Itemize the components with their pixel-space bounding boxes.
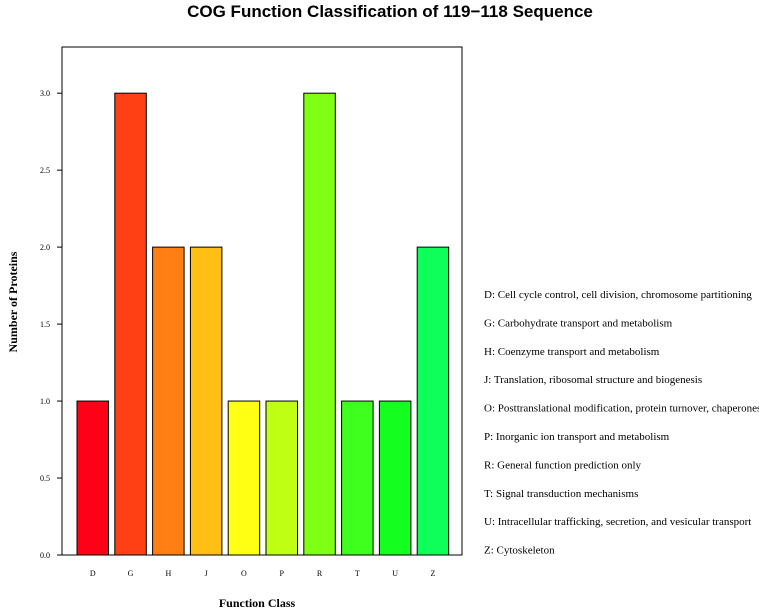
y-tick-label-2: 1.0 <box>40 397 50 406</box>
bar-O <box>227 400 261 556</box>
bar-Z <box>416 246 450 556</box>
x-axis-title: Function Class <box>219 596 296 610</box>
y-axis: 0.0 0.5 1.0 1.5 2.0 2.5 3.0 <box>40 89 62 560</box>
bar-T <box>341 400 374 556</box>
legend-item-U: U: Intracellular trafficking, secretion,… <box>484 516 751 528</box>
bar-P <box>265 400 298 556</box>
legend-item-G: G: Carbohydrate transport and metabolism <box>484 317 673 329</box>
legend-item-Z: Z: Cytoskeleton <box>484 545 555 557</box>
y-tick-label-3: 1.5 <box>40 320 50 329</box>
legend-item-R: R: General function prediction only <box>484 459 642 471</box>
x-tick-label-P: P <box>280 569 285 578</box>
bar-U <box>378 400 412 556</box>
x-tick-label-J: J <box>205 569 208 578</box>
y-tick-label-4: 2.0 <box>40 243 50 252</box>
x-tick-label-U: U <box>392 569 398 578</box>
bar-G <box>114 92 147 556</box>
bar-R <box>303 92 336 556</box>
legend-item-H: H: Coenzyme transport and metabolism <box>484 346 660 358</box>
x-tick-label-Z: Z <box>431 569 436 578</box>
bars-group <box>76 92 450 556</box>
y-tick-label-5: 2.5 <box>40 166 50 175</box>
bar-H <box>152 246 185 556</box>
x-tick-label-R: R <box>317 569 323 578</box>
plot-frame <box>61 46 463 556</box>
chart-title: COG Function Classification of 119−118 S… <box>187 2 593 21</box>
legend-item-T: T: Signal transduction mechanisms <box>484 488 638 500</box>
legend-item-P: P: Inorganic ion transport and metabolis… <box>484 431 670 443</box>
bar-J <box>189 246 223 556</box>
legend-item-D: D: Cell cycle control, cell division, ch… <box>484 289 752 301</box>
legend-item-J: J: Translation, ribosomal structure and … <box>484 374 702 386</box>
x-tick-label-T: T <box>355 569 360 578</box>
legend-item-O: O: Posttranslational modification, prote… <box>484 403 759 415</box>
x-tick-label-O: O <box>241 569 247 578</box>
legend: D: Cell cycle control, cell division, ch… <box>484 289 759 557</box>
x-tick-label-D: D <box>90 569 96 578</box>
y-tick-label-1: 0.5 <box>40 474 50 483</box>
y-tick-label-0: 0.0 <box>40 551 50 560</box>
x-tick-label-G: G <box>128 569 134 578</box>
y-tick-label-6: 3.0 <box>40 89 50 98</box>
y-axis-title: Number of Proteins <box>6 251 20 352</box>
x-tick-label-H: H <box>165 569 171 578</box>
bar-D <box>76 400 109 556</box>
